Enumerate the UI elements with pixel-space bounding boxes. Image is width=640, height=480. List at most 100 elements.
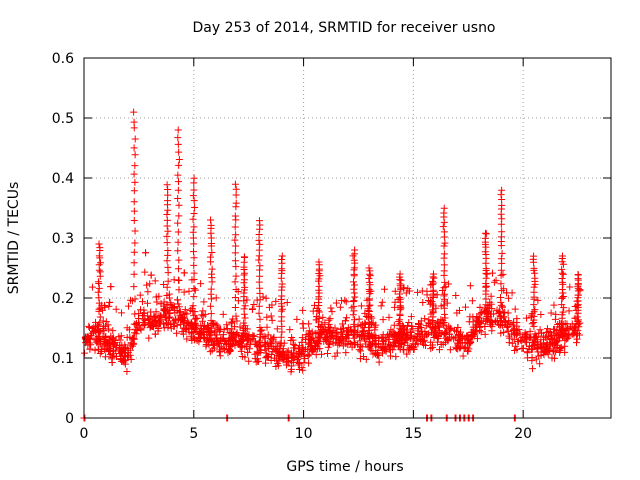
data-point	[462, 303, 470, 311]
data-point	[315, 329, 323, 337]
data-point	[87, 332, 95, 340]
data-point	[319, 313, 327, 321]
data-point	[429, 279, 437, 287]
data-point	[107, 283, 115, 291]
data-point	[173, 321, 181, 329]
data-point	[245, 357, 253, 365]
data-point	[189, 228, 197, 236]
data-point	[254, 342, 262, 350]
data-point	[438, 286, 446, 294]
data-point	[530, 264, 538, 272]
data-point	[180, 269, 188, 277]
data-point	[576, 319, 584, 327]
data-point	[554, 337, 562, 345]
data-point	[385, 313, 393, 321]
data-point	[240, 253, 248, 261]
data-point	[324, 349, 332, 357]
data-point	[498, 287, 506, 295]
data-point	[130, 270, 138, 278]
data-point	[163, 292, 171, 299]
data-point	[565, 325, 573, 333]
data-point	[256, 315, 264, 323]
data-point	[186, 306, 194, 314]
data-point	[264, 331, 272, 339]
data-point	[231, 278, 239, 286]
data-point	[496, 312, 504, 320]
data-point	[505, 294, 513, 302]
data-point	[96, 259, 104, 267]
data-point	[261, 332, 269, 340]
data-point	[537, 311, 545, 319]
data-point	[277, 333, 285, 341]
data-point	[530, 341, 538, 349]
data-point	[491, 318, 499, 326]
data-point	[243, 296, 251, 304]
data-point	[481, 248, 489, 256]
data-point	[175, 212, 183, 220]
data-point	[365, 329, 373, 337]
data-point	[463, 332, 471, 340]
data-point	[232, 272, 240, 280]
data-point	[321, 319, 329, 327]
data-point	[513, 319, 521, 327]
data-point	[377, 343, 385, 351]
data-point	[497, 280, 505, 288]
data-point	[95, 261, 103, 269]
data-point	[228, 318, 236, 326]
data-point	[485, 305, 493, 313]
data-point	[395, 316, 403, 324]
data-point	[433, 332, 441, 340]
data-point	[414, 330, 422, 338]
data-point	[441, 310, 449, 318]
data-point	[350, 316, 358, 324]
data-point	[245, 336, 253, 344]
data-point	[278, 252, 286, 260]
data-point	[440, 267, 448, 275]
data-point	[351, 340, 359, 348]
data-point	[464, 347, 472, 355]
data-point	[116, 336, 124, 344]
data-point	[161, 305, 169, 313]
data-point	[190, 312, 198, 320]
data-point	[163, 257, 171, 265]
data-point	[175, 156, 183, 164]
data-point	[240, 336, 248, 344]
data-point	[354, 322, 362, 330]
data-point	[164, 185, 172, 193]
data-point	[174, 171, 182, 179]
data-point	[441, 290, 449, 298]
data-point	[131, 310, 139, 318]
data-point	[174, 219, 182, 227]
data-point	[478, 309, 486, 317]
data-point	[356, 355, 364, 363]
data-point	[147, 271, 155, 279]
data-point	[213, 337, 221, 345]
data-point	[232, 330, 240, 338]
data-point	[530, 252, 538, 260]
data-point	[329, 334, 337, 342]
data-point	[537, 329, 545, 337]
data-point	[530, 318, 538, 326]
data-point	[101, 337, 109, 345]
data-point	[358, 327, 366, 335]
data-point	[101, 346, 109, 354]
data-point	[461, 339, 469, 347]
data-point	[454, 332, 462, 340]
data-point	[501, 308, 509, 316]
data-point	[279, 356, 287, 364]
data-point	[174, 300, 182, 308]
data-point	[521, 336, 529, 344]
data-point	[355, 346, 363, 354]
data-point	[288, 333, 296, 341]
data-point	[207, 285, 215, 293]
data-point	[94, 345, 102, 353]
data-point	[95, 240, 103, 248]
data-point	[441, 239, 449, 247]
data-point	[447, 325, 455, 333]
data-point	[202, 342, 210, 350]
data-point	[160, 306, 168, 314]
data-point	[362, 355, 370, 363]
data-point	[109, 327, 117, 335]
data-point	[95, 299, 103, 307]
data-point	[298, 338, 306, 346]
